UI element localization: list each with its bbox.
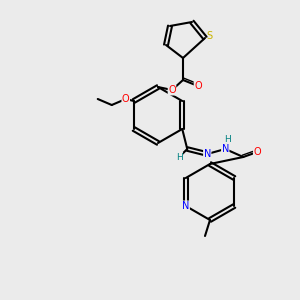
Text: O: O — [168, 85, 176, 95]
Text: O: O — [194, 81, 202, 91]
Text: H: H — [224, 134, 231, 143]
Text: N: N — [182, 201, 189, 211]
Text: H: H — [176, 152, 183, 161]
Text: O: O — [122, 94, 130, 104]
Text: O: O — [254, 147, 261, 157]
Text: N: N — [222, 144, 229, 154]
Text: N: N — [204, 149, 211, 159]
Text: S: S — [206, 31, 212, 41]
